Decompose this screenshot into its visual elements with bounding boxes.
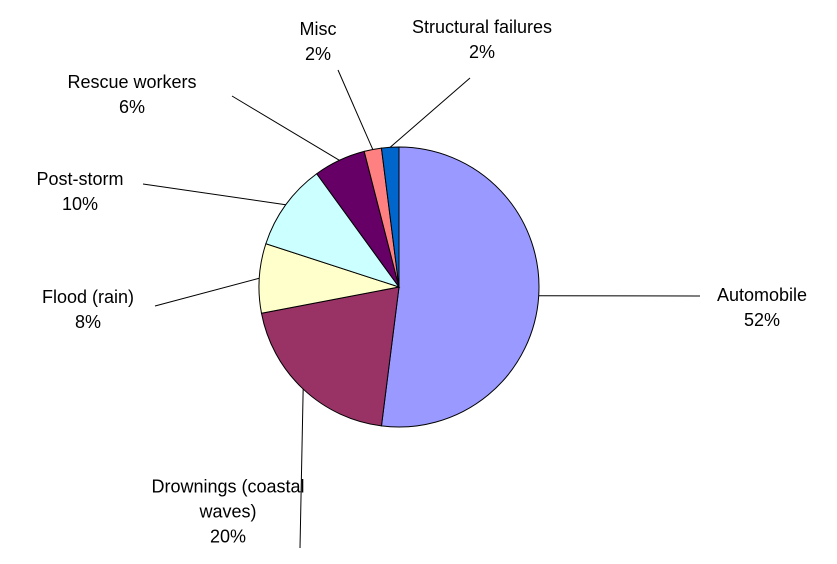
slice-label: Drownings (coastal waves) 20%: [143, 475, 313, 550]
pie-slice: [265, 173, 401, 288]
pie-slice: [380, 146, 540, 428]
slice-value: 20%: [209, 526, 247, 547]
slice-name: Automobile: [716, 285, 808, 305]
slice-value: 10%: [61, 194, 99, 214]
slice-name: Structural failures: [411, 17, 553, 37]
pie-slice: [260, 286, 400, 427]
slice-value: 2%: [468, 42, 495, 62]
leader-line: [389, 77, 471, 148]
leader-line: [299, 389, 304, 549]
slice-name: Post-storm: [36, 169, 124, 189]
pie-slice: [380, 146, 400, 288]
slice-label: Misc 2%: [288, 17, 348, 67]
slice-name: Rescue workers: [67, 72, 197, 92]
slice-label: Post-storm 10%: [10, 167, 150, 217]
leader-line: [142, 183, 286, 206]
slice-label: Automobile 52%: [692, 283, 832, 333]
slice-value: 8%: [74, 312, 101, 332]
slice-label: Flood (rain) 8%: [18, 285, 158, 335]
slice-label: Rescue workers 6%: [37, 70, 227, 120]
slice-value: 6%: [118, 97, 145, 117]
leader-line: [337, 69, 374, 150]
slice-name: Misc: [299, 19, 337, 39]
leader-line: [231, 95, 340, 161]
leader-line: [154, 277, 260, 307]
slice-name: Drownings (coastal waves): [151, 476, 305, 522]
slice-name: Flood (rain): [41, 287, 135, 307]
slice-value: 52%: [743, 310, 781, 330]
slice-label: Structural failures 2%: [382, 15, 582, 65]
slice-value: 2%: [304, 44, 331, 64]
